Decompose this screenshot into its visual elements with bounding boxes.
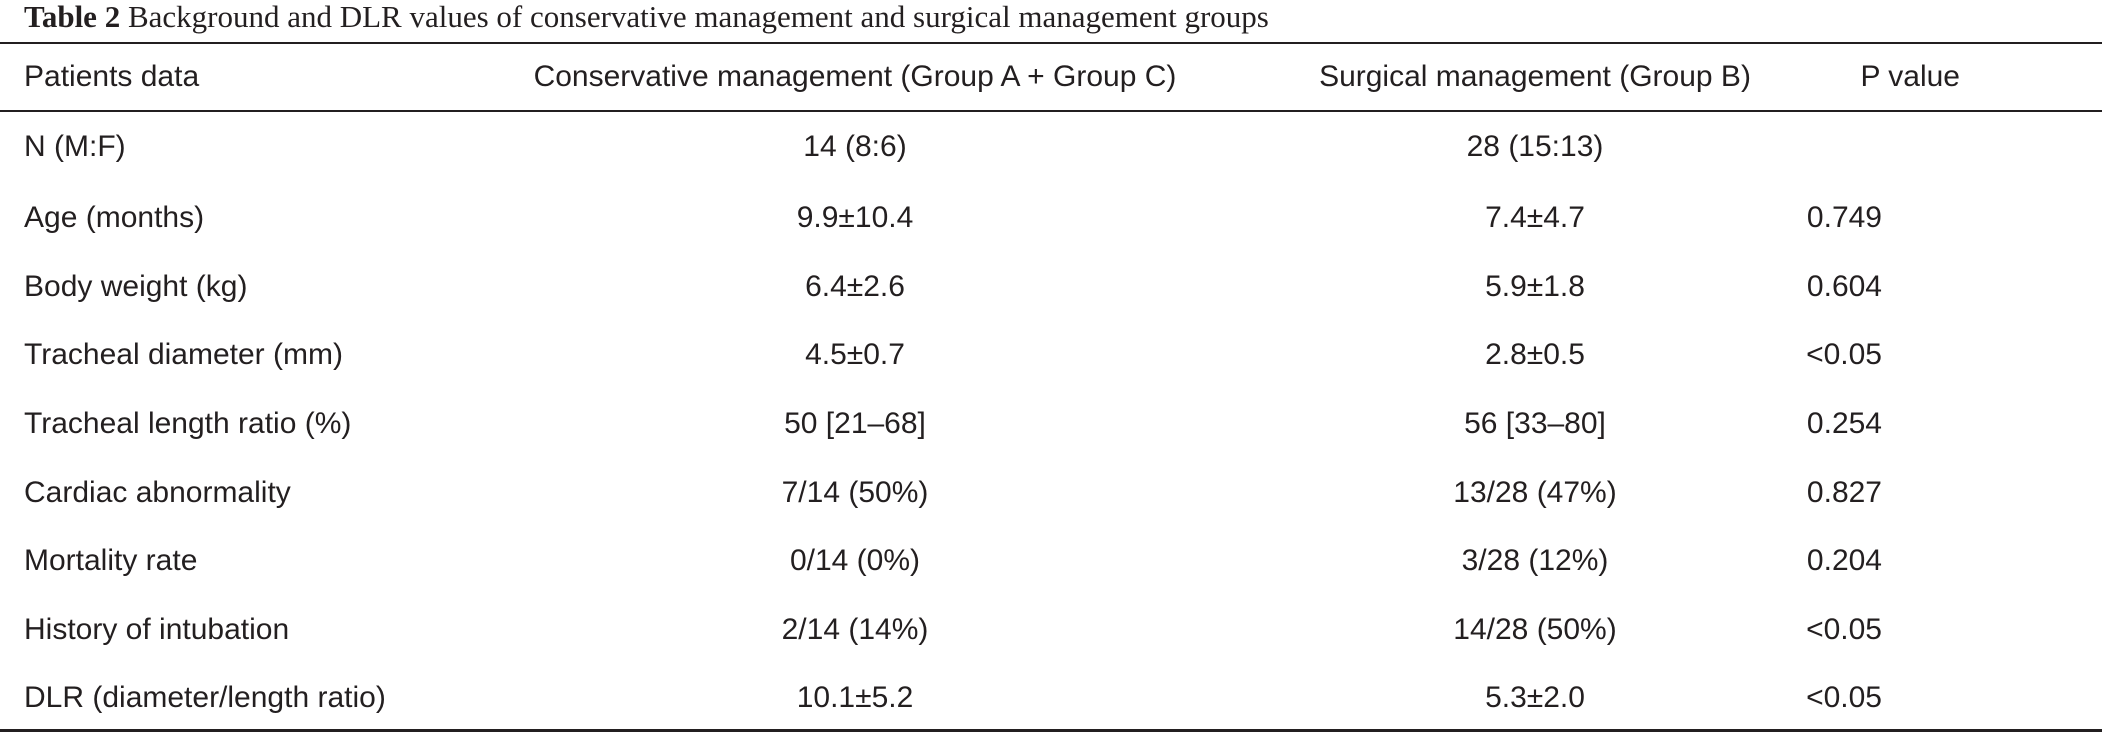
table-bottom-rule — [0, 729, 2102, 732]
p-value: <0.05 — [1806, 681, 1882, 715]
p-value: 0.827 — [1806, 475, 1882, 509]
surgical-value: 56 [33–80] — [1464, 407, 1606, 441]
surgical-value: 2.8±0.5 — [1485, 338, 1585, 372]
column-header-conservative: Conservative management (Group A + Group… — [533, 60, 1177, 93]
conservative-value: 14 (8:6) — [803, 130, 907, 163]
surgical-value: 7.4±4.7 — [1485, 201, 1585, 235]
conservative-value: 10.1±5.2 — [796, 681, 914, 715]
column-header-surgical: Surgical management (Group B) — [1319, 60, 1751, 93]
surgical-value: 14/28 (50%) — [1453, 612, 1617, 646]
conservative-value: 4.5±0.7 — [805, 338, 905, 372]
table-row: Age (months) 9.9±10.4 7.4±4.7 0.749 — [0, 184, 2102, 253]
table-row: Tracheal diameter (mm) 4.5±0.7 2.8±0.5 <… — [0, 321, 2102, 390]
table-header-row: Patients data Conservative management (G… — [0, 44, 2102, 110]
surgical-value: 3/28 (12%) — [1461, 544, 1609, 578]
table-caption-label: Table 2 — [24, 0, 121, 34]
table-row: Mortality rate 0/14 (0%) 3/28 (12%) 0.20… — [0, 527, 2102, 596]
table-row: DLR (diameter/length ratio) 10.1±5.2 5.3… — [0, 664, 2102, 733]
p-value: 0.204 — [1806, 544, 1882, 578]
data-table: Patients data Conservative management (G… — [0, 44, 2102, 733]
row-label: DLR (diameter/length ratio) — [24, 681, 386, 715]
row-label: Tracheal diameter (mm) — [24, 338, 343, 372]
table-caption-text: Background and DLR values of conservativ… — [127, 0, 1269, 34]
p-value-cell: <0.05 — [1780, 321, 2102, 390]
conservative-value: 9.9±10.4 — [796, 201, 914, 235]
column-header-p-value-text: P value — [1860, 60, 1960, 93]
conservative-value: 0/14 (0%) — [789, 544, 921, 578]
table-row: History of intubation 2/14 (14%) 14/28 (… — [0, 596, 2102, 665]
p-value: 0.254 — [1806, 407, 1882, 441]
p-value-cell: <0.05 — [1780, 664, 2102, 733]
conservative-value: 7/14 (50%) — [781, 475, 929, 509]
p-value: <0.05 — [1806, 338, 1882, 372]
p-value-cell: <0.05 — [1780, 596, 2102, 665]
table-caption: Table 2 Background and DLR values of con… — [24, 0, 1269, 40]
row-label: N (M:F) — [24, 130, 126, 163]
p-value-cell — [1780, 110, 2102, 184]
row-label: Mortality rate — [24, 544, 198, 578]
conservative-value: 6.4±2.6 — [805, 269, 905, 303]
column-header-p-value: P value — [1780, 44, 2102, 110]
conservative-value: 2/14 (14%) — [781, 612, 929, 646]
row-label: Tracheal length ratio (%) — [24, 407, 352, 441]
p-value-cell: 0.749 — [1780, 184, 2102, 253]
surgical-value: 28 (15:13) — [1466, 130, 1604, 163]
p-value: 0.749 — [1806, 201, 1882, 235]
p-value-cell: 0.827 — [1780, 458, 2102, 527]
table-row: Tracheal length ratio (%) 50 [21–68] 56 … — [0, 390, 2102, 459]
p-value-cell: 0.204 — [1780, 527, 2102, 596]
p-value: 0.604 — [1806, 269, 1882, 303]
surgical-value: 5.3±2.0 — [1485, 681, 1585, 715]
row-label: History of intubation — [24, 612, 290, 646]
p-value-cell: 0.254 — [1780, 390, 2102, 459]
p-value: <0.05 — [1806, 612, 1882, 646]
surgical-value: 5.9±1.8 — [1485, 269, 1585, 303]
table-row: Body weight (kg) 6.4±2.6 5.9±1.8 0.604 — [0, 253, 2102, 322]
table-top-rule — [0, 42, 2102, 44]
table-row: N (M:F) 14 (8:6) 28 (15:13) — [0, 110, 2102, 184]
table-header-rule — [0, 110, 2102, 112]
conservative-value: 50 [21–68] — [784, 407, 926, 441]
surgical-value: 13/28 (47%) — [1453, 475, 1617, 509]
column-header-patients-data: Patients data — [24, 60, 200, 93]
row-label: Body weight (kg) — [24, 269, 248, 303]
row-label: Age (months) — [24, 201, 205, 235]
p-value-cell: 0.604 — [1780, 253, 2102, 322]
row-label: Cardiac abnormality — [24, 475, 291, 509]
table-row: Cardiac abnormality 7/14 (50%) 13/28 (47… — [0, 458, 2102, 527]
